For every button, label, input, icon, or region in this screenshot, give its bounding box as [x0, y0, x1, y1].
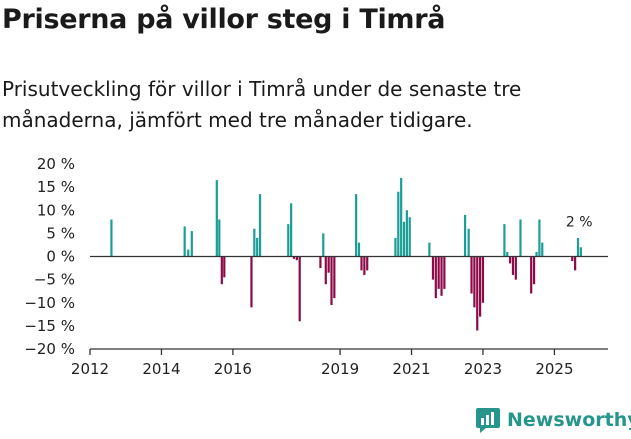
newsworthy-logo: Newsworthy [475, 405, 631, 435]
bar [256, 238, 259, 257]
bar [397, 191, 400, 257]
bar [110, 219, 113, 257]
bar [355, 194, 358, 257]
bar [253, 228, 256, 257]
bar [258, 194, 262, 257]
bar [443, 256, 446, 289]
bar [408, 217, 411, 257]
bar [476, 256, 479, 331]
bar [357, 242, 361, 257]
bar [327, 256, 330, 273]
bar [295, 256, 298, 261]
bar [538, 219, 541, 257]
data-label-latest: 2 % [566, 214, 593, 230]
bar [437, 256, 440, 289]
bar [366, 256, 369, 271]
bar [506, 251, 509, 257]
bar [223, 256, 226, 278]
bar [434, 256, 437, 299]
bar [330, 256, 333, 306]
x-tick-label: 2012 [71, 360, 109, 378]
bar [287, 224, 290, 257]
y-tick-label: −5 % [34, 271, 75, 289]
x-tick-label: 2023 [464, 360, 502, 378]
bar [290, 203, 293, 257]
bar [530, 256, 533, 294]
bar [333, 256, 336, 299]
bar [571, 256, 574, 262]
bar [470, 256, 473, 294]
y-tick-label: 10 % [37, 201, 75, 219]
bar [473, 256, 476, 308]
bar [215, 180, 218, 257]
bar [363, 256, 366, 275]
bar [298, 256, 301, 322]
bar [402, 221, 406, 257]
bar [574, 256, 577, 271]
bar [576, 238, 580, 257]
bar [481, 256, 485, 303]
bar [467, 228, 470, 257]
logo-text: Newsworthy [507, 409, 631, 431]
bar [319, 256, 322, 269]
bar [579, 247, 582, 257]
bar [479, 256, 482, 317]
x-tick-label: 2016 [214, 360, 252, 378]
bar [220, 256, 223, 285]
x-tick-label: 2021 [392, 360, 430, 378]
y-tick-label: 0 % [46, 248, 75, 266]
bar [394, 238, 397, 257]
bar [183, 226, 186, 257]
bar [509, 256, 512, 264]
y-tick-label: 5 % [46, 224, 75, 242]
bar [541, 242, 544, 257]
y-tick-label: −15 % [24, 317, 75, 335]
bar [519, 219, 522, 257]
bar [535, 251, 538, 257]
bar [322, 233, 325, 257]
bar [190, 231, 193, 257]
bar [218, 219, 221, 257]
x-tick-label: 2025 [535, 360, 573, 378]
y-tick-label: −20 % [24, 340, 75, 358]
x-tick-label: 2014 [142, 360, 180, 378]
y-tick-label: −10 % [24, 294, 75, 312]
bar [250, 256, 253, 308]
bar [431, 256, 435, 280]
bar [405, 210, 408, 257]
bar [532, 256, 536, 285]
bar [440, 256, 443, 296]
newsworthy-logo-icon [476, 408, 500, 433]
bar [187, 249, 190, 257]
y-tick-label: 15 % [37, 178, 75, 196]
x-tick-label: 2019 [321, 360, 359, 378]
bar [514, 256, 517, 280]
bar [503, 224, 506, 257]
bar [464, 214, 467, 257]
bar [360, 256, 363, 271]
chart-title: Priserna på villor steg i Timrå [2, 4, 446, 35]
y-tick-label: 20 % [37, 155, 75, 173]
bar [511, 256, 515, 275]
bar [428, 242, 431, 257]
bar [324, 256, 327, 285]
bar [292, 256, 296, 259]
chart-subtitle: Prisutveckling för villor i Timrå under … [2, 77, 522, 132]
bar [400, 177, 403, 257]
